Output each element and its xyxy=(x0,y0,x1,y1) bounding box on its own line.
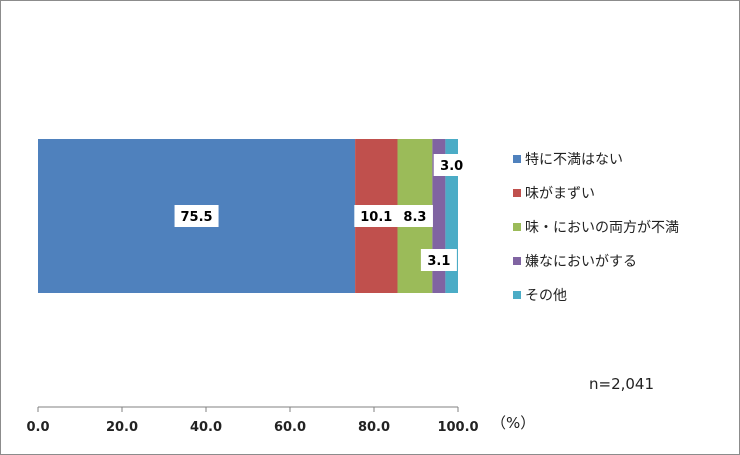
legend-label: 味がまずい xyxy=(525,186,595,202)
legend-label: 嫌なにおいがする xyxy=(525,254,637,270)
legend-label: 味・においの両方が不満 xyxy=(525,220,679,236)
data-label-text: 3.0 xyxy=(440,159,463,174)
data-label-text: 8.3 xyxy=(403,210,426,225)
x-axis-unit-label: （%） xyxy=(491,414,535,432)
legend-label: 特に不満はない xyxy=(525,152,623,168)
data-label: 10.1 xyxy=(354,205,399,227)
data-label-box xyxy=(396,205,433,227)
data-label-box xyxy=(433,154,470,176)
legend-item: 味がまずい xyxy=(513,186,595,202)
data-label: 3.0 xyxy=(433,154,470,176)
sample-size-note: n=2,041 xyxy=(589,375,654,393)
legend-item: 味・においの両方が不満 xyxy=(513,220,679,236)
legend-swatch xyxy=(513,189,521,197)
x-tick-label: 80.0 xyxy=(358,420,390,435)
data-label-box xyxy=(420,249,457,271)
x-tick-label: 60.0 xyxy=(274,420,306,435)
x-tick-label: 0.0 xyxy=(26,420,49,435)
data-label: 75.5 xyxy=(174,205,219,227)
legend-item: その他 xyxy=(513,288,567,304)
data-label-box xyxy=(354,205,399,227)
data-label-text: 3.1 xyxy=(427,254,450,269)
x-tick-label: 40.0 xyxy=(190,420,222,435)
data-label-box xyxy=(174,205,219,227)
x-tick-label: 100.0 xyxy=(437,420,478,435)
data-label-text: 75.5 xyxy=(181,210,213,225)
data-label: 3.1 xyxy=(420,249,457,271)
data-label: 8.3 xyxy=(396,205,433,227)
legend-label: その他 xyxy=(525,288,567,304)
legend-swatch xyxy=(513,223,521,231)
data-label-text: 10.1 xyxy=(360,210,392,225)
legend-swatch xyxy=(513,155,521,163)
legend-item: 特に不満はない xyxy=(513,152,623,168)
legend-item: 嫌なにおいがする xyxy=(513,254,637,270)
x-tick-label: 20.0 xyxy=(106,420,138,435)
legend-swatch xyxy=(513,257,521,265)
legend-swatch xyxy=(513,291,521,299)
